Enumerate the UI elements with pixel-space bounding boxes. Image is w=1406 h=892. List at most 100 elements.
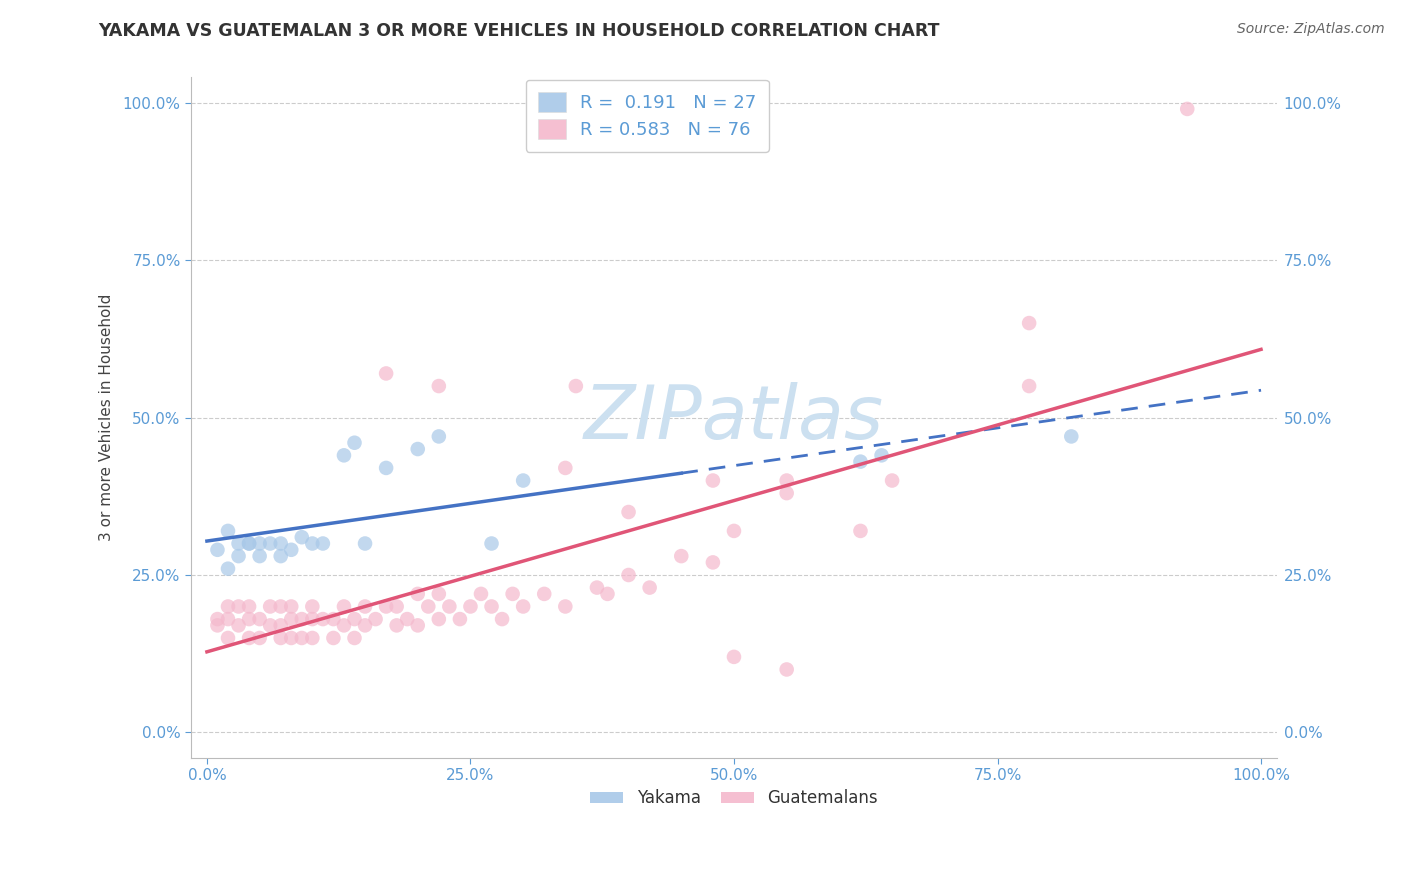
Point (207, 542, 229, 557)
Point (849, 455, 872, 469)
Point (723, 524, 745, 538)
Point (322, 631, 344, 645)
Point (586, 581, 609, 595)
Point (396, 612, 419, 626)
Point (481, 599, 503, 614)
Point (217, 631, 239, 645)
Y-axis label: 3 or more Vehicles in Household: 3 or more Vehicles in Household (100, 293, 114, 541)
Point (238, 631, 260, 645)
Point (502, 587, 524, 601)
Point (291, 530, 314, 544)
Point (375, 367, 398, 381)
Point (301, 599, 323, 614)
Point (333, 599, 356, 614)
Point (406, 618, 429, 632)
Point (343, 631, 366, 645)
Point (270, 631, 292, 645)
Point (343, 435, 366, 450)
Point (249, 612, 271, 626)
Text: ZIPatlas: ZIPatlas (583, 382, 884, 453)
Point (512, 599, 534, 614)
Point (776, 486, 799, 500)
Point (427, 587, 450, 601)
Point (565, 379, 588, 393)
Point (617, 505, 640, 519)
Point (207, 618, 229, 632)
Point (449, 612, 471, 626)
Point (776, 663, 799, 677)
Point (375, 461, 398, 475)
Point (270, 536, 292, 550)
Point (671, 549, 693, 563)
Point (533, 587, 555, 601)
Point (364, 612, 387, 626)
Point (849, 524, 872, 538)
Point (427, 612, 450, 626)
Point (385, 599, 408, 614)
Point (776, 474, 799, 488)
Point (249, 536, 271, 550)
Point (322, 612, 344, 626)
Point (406, 442, 429, 456)
Point (238, 536, 260, 550)
Point (870, 448, 893, 462)
Point (228, 549, 250, 563)
Point (470, 587, 492, 601)
Point (554, 461, 576, 475)
Point (333, 448, 356, 462)
Point (217, 599, 239, 614)
Point (270, 618, 292, 632)
Point (301, 612, 323, 626)
Point (1060, 429, 1083, 443)
Point (354, 536, 377, 550)
Point (238, 599, 260, 614)
Point (238, 536, 260, 550)
Point (460, 599, 482, 614)
Point (207, 612, 229, 626)
Point (354, 618, 377, 632)
Text: YAKAMA VS GUATEMALAN 3 OR MORE VEHICLES IN HOUSEHOLD CORRELATION CHART: YAKAMA VS GUATEMALAN 3 OR MORE VEHICLES … (98, 22, 941, 40)
Point (385, 618, 408, 632)
Point (427, 429, 450, 443)
Point (596, 587, 619, 601)
Point (259, 618, 281, 632)
Point (270, 549, 292, 563)
Point (723, 649, 745, 664)
Point (228, 618, 250, 632)
Point (491, 612, 513, 626)
Point (238, 612, 260, 626)
Point (1018, 316, 1040, 330)
Point (291, 631, 314, 645)
Point (354, 599, 377, 614)
Point (312, 536, 335, 550)
Point (702, 474, 724, 488)
Text: Source: ZipAtlas.com: Source: ZipAtlas.com (1237, 22, 1385, 37)
Point (638, 581, 661, 595)
Point (343, 612, 366, 626)
Point (228, 599, 250, 614)
Point (702, 555, 724, 569)
Point (301, 536, 323, 550)
Point (280, 599, 302, 614)
Point (1018, 379, 1040, 393)
Point (301, 631, 323, 645)
Point (217, 612, 239, 626)
Point (259, 599, 281, 614)
Point (418, 599, 440, 614)
Point (249, 631, 271, 645)
Point (270, 599, 292, 614)
Point (427, 379, 450, 393)
Point (280, 631, 302, 645)
Point (333, 618, 356, 632)
Point (280, 542, 302, 557)
Point (880, 474, 903, 488)
Point (280, 612, 302, 626)
Point (249, 549, 271, 563)
Point (217, 562, 239, 576)
Point (617, 568, 640, 582)
Point (228, 536, 250, 550)
Point (481, 536, 503, 550)
Legend: Yakama, Guatemalans: Yakama, Guatemalans (583, 782, 884, 814)
Point (439, 599, 461, 614)
Point (259, 536, 281, 550)
